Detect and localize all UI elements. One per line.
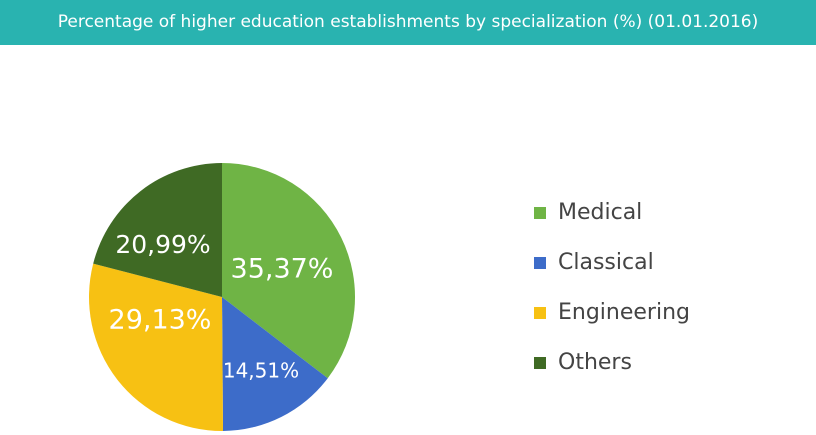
slice-label-others: 20,99% xyxy=(115,230,210,259)
chart-canvas: 35,37% 14,51% 29,13% 20,99% Medical Classica… xyxy=(89,163,690,431)
legend-label-medical: Medical xyxy=(558,200,642,225)
legend-label-engineering: Engineering xyxy=(558,300,690,325)
slice-label-engineering: 29,13% xyxy=(109,305,212,336)
legend-swatch-medical xyxy=(534,207,546,219)
slice-label-medical: 35,37% xyxy=(231,254,334,285)
chart-title: Percentage of higher education establish… xyxy=(0,0,816,45)
pie-chart: 35,37% 14,51% 29,13% 20,99% xyxy=(89,163,356,431)
legend-label-others: Others xyxy=(558,350,632,375)
slice-label-classical: 14,51% xyxy=(223,359,299,383)
pie-slice-medical xyxy=(222,163,356,379)
pie-slice-classical xyxy=(222,297,328,431)
pie-slice-engineering xyxy=(89,263,224,431)
legend-swatch-classical xyxy=(534,257,546,269)
legend-label-classical: Classical xyxy=(558,250,654,275)
legend-swatch-others xyxy=(534,357,546,369)
legend-swatch-engineering xyxy=(534,307,546,319)
legend: Medical Classical Engineering Others xyxy=(534,200,690,375)
pie-slice-others xyxy=(93,163,222,297)
